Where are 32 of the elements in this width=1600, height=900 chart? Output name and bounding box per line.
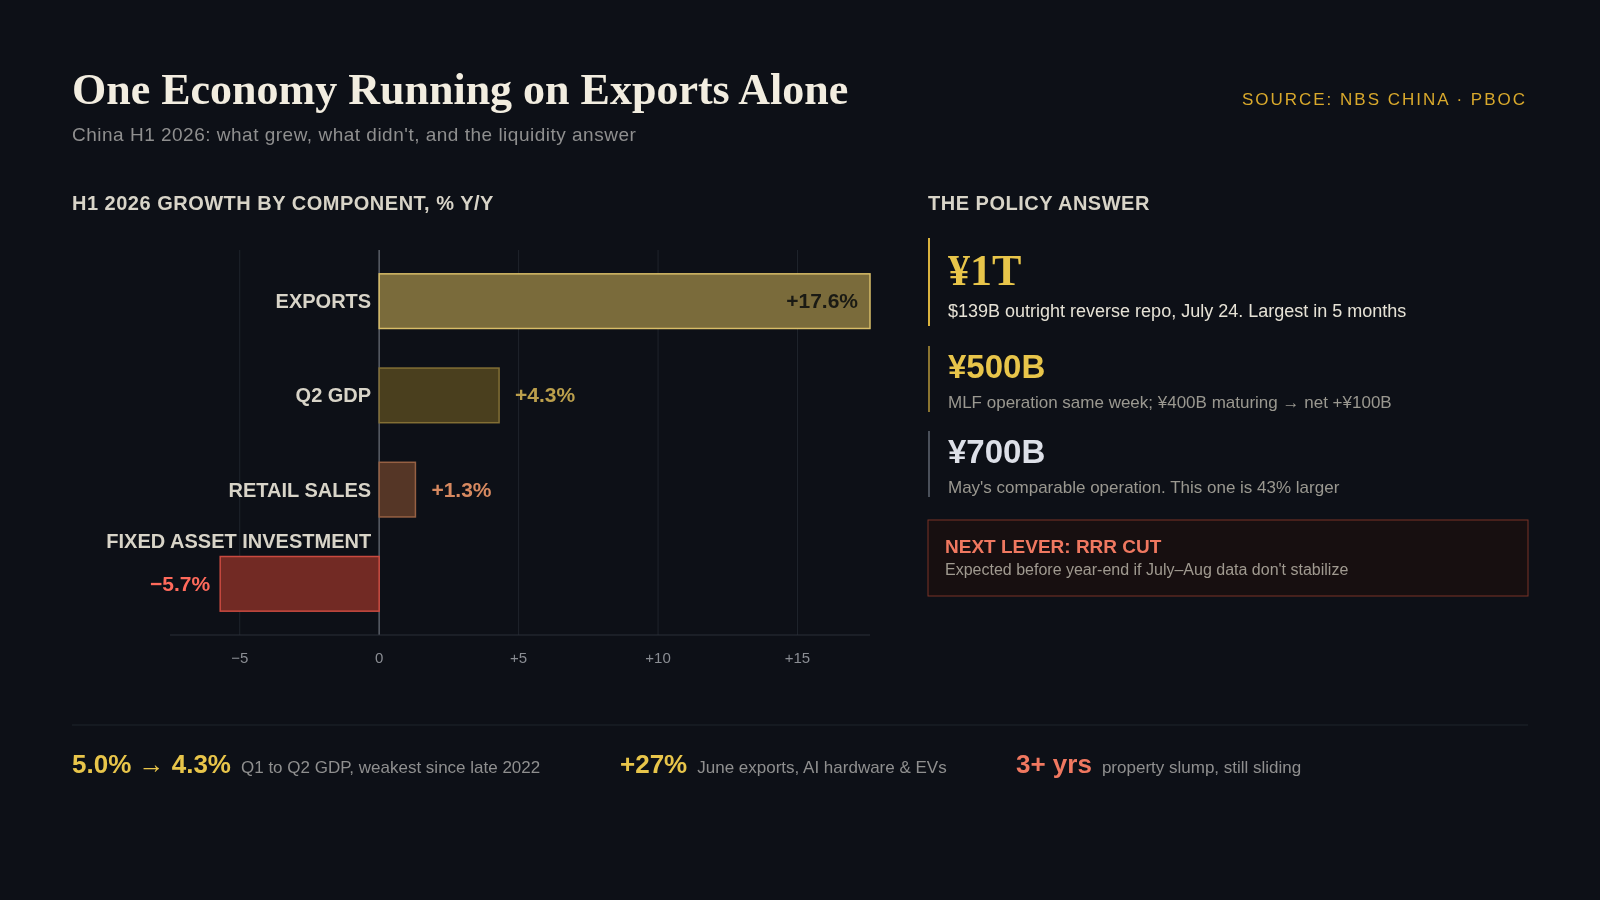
text: $139B outright reverse repo, July 24. Largest in 5 months (948, 301, 1407, 321)
y-tick-label: Q2 GDP (295, 384, 372, 407)
text: NEXT LEVER: RRR CUT (945, 536, 1162, 557)
chart-subtitle: China H1 2026: what grew, what didn't, and the liquidity answer (72, 124, 637, 145)
y-tick-label: EXPORTS (275, 290, 372, 313)
text: +27% (620, 749, 688, 779)
y-tick-label: RETAIL SALES (228, 478, 372, 501)
data-label: −5.7% (150, 571, 211, 595)
text: 5.0% → 4.3% (72, 749, 231, 779)
data-label: +17.6% (786, 289, 859, 313)
text: ¥1T (948, 246, 1022, 295)
text: H1 2026 GROWTH BY COMPONENT, % Y/Y (72, 192, 495, 214)
text: ¥500B (948, 348, 1046, 385)
source-note: SOURCE: NBS CHINA · PBOC (1241, 90, 1527, 109)
text: Q1 to Q2 GDP, weakest since late 2022 (240, 758, 541, 777)
x-tick-label: 0 (374, 649, 384, 666)
chart-title: One Economy Running on Exports Alone (72, 65, 849, 114)
data-label: +1.3% (431, 477, 492, 501)
text: 3+ yrs (1016, 749, 1092, 779)
x-tick-label: +5 (510, 649, 528, 666)
text: THE POLICY ANSWER (928, 192, 1150, 214)
data-label: +4.3% (515, 383, 576, 407)
text: MLF operation same week; ¥400B maturing → net +¥100B (948, 393, 1392, 412)
text: May's comparable operation. This one is 43% larger (948, 478, 1340, 497)
x-tick-label: −5 (231, 649, 249, 666)
text: June exports, AI hardware & EVs (697, 758, 947, 777)
x-tick-label: +15 (784, 649, 811, 666)
text: property slump, still sliding (1101, 758, 1302, 777)
y-tick-label: FIXED ASSET INVESTMENT (106, 529, 372, 552)
text: Expected before year-end if July–Aug data don't stabilize (945, 561, 1349, 578)
x-tick-label: +10 (645, 649, 671, 666)
text: ¥700B (948, 433, 1046, 470)
